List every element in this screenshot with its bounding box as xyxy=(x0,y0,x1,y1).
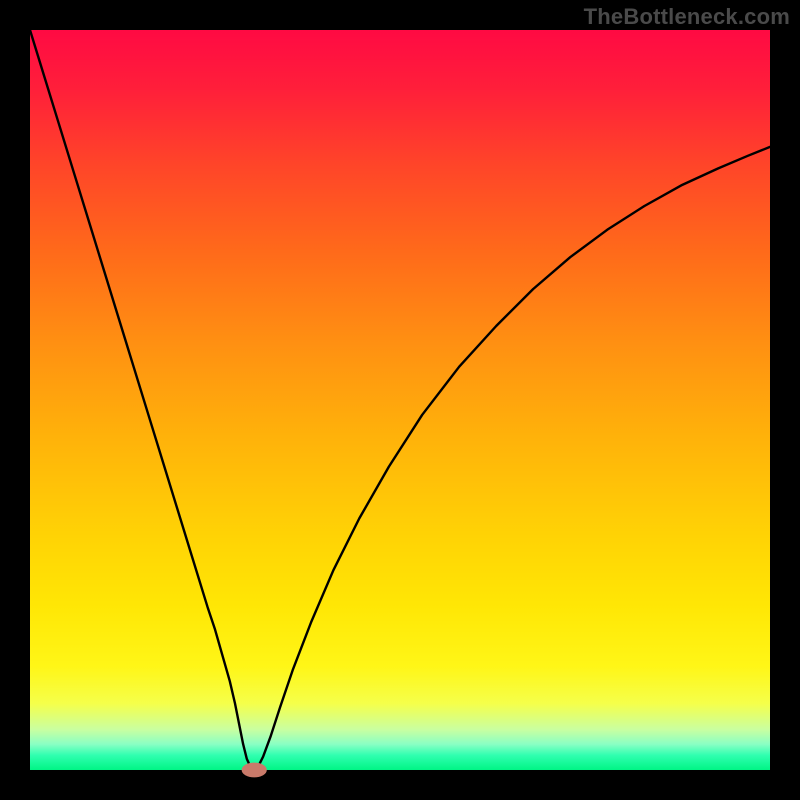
chart-container: { "watermark": "TheBottleneck.com", "cha… xyxy=(0,0,800,800)
plot-background xyxy=(30,30,770,770)
watermark-text: TheBottleneck.com xyxy=(584,4,790,30)
optimal-marker xyxy=(242,763,267,778)
bottleneck-chart xyxy=(0,0,800,800)
